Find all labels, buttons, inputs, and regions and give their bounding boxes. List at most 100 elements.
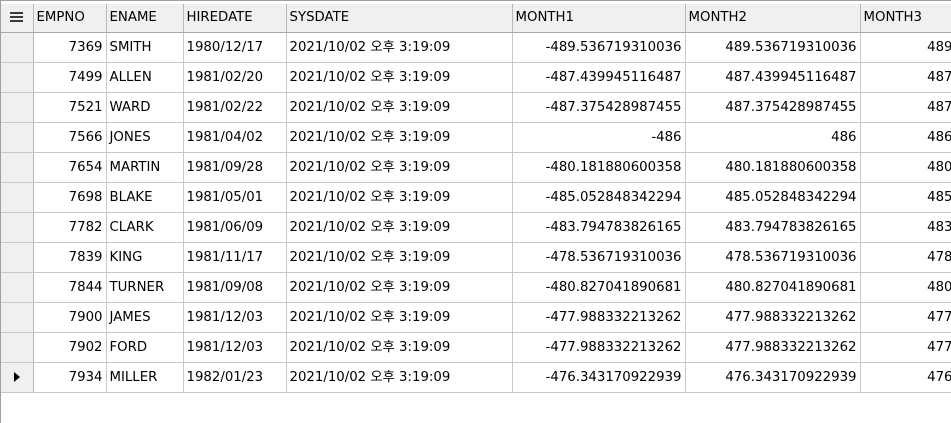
table-row[interactable]: 7499 ALLEN 1981/02/20 2021/10/02 오후 3:19:09… [1,62,951,93]
cell-month1[interactable]: -476.343170922939 [512,362,686,393]
row-indicator[interactable] [1,152,34,183]
cell-empno[interactable]: 7839 [33,242,107,273]
table-row[interactable]: 7844 TURNER 1981/09/08 2021/10/02 오후 3:19:0… [1,272,951,303]
cell-hiredate[interactable]: 1981/12/03 [183,302,287,333]
cell-month1[interactable]: -485.052848342294 [512,182,686,213]
cell-month3[interactable]: 476 [860,362,951,393]
column-header-ename[interactable]: ENAME [106,4,184,33]
cell-ename[interactable]: ALLEN [106,62,184,93]
row-indicator[interactable] [1,302,34,333]
cell-empno[interactable]: 7521 [33,92,107,123]
column-header-month2[interactable]: MONTH2 [685,4,861,33]
cell-month1[interactable]: -483.794783826165 [512,212,686,243]
column-header-month3[interactable]: MONTH3 [860,4,951,33]
column-header-hiredate[interactable]: HIREDATE [183,4,287,33]
cell-empno[interactable]: 7902 [33,332,107,363]
row-indicator[interactable] [1,122,34,153]
cell-month3[interactable]: 480 [860,152,951,183]
cell-empno[interactable]: 7844 [33,272,107,303]
cell-month2[interactable]: 480.827041890681 [685,272,861,303]
cell-month3[interactable]: 487 [860,62,951,93]
cell-month3[interactable]: 480 [860,272,951,303]
column-header-sysdate[interactable]: SYSDATE [286,4,513,33]
row-indicator[interactable] [1,92,34,123]
cell-ename[interactable]: WARD [106,92,184,123]
cell-ename[interactable]: SMITH [106,32,184,63]
cell-month1[interactable]: -486 [512,122,686,153]
cell-month3[interactable]: 489 [860,32,951,63]
cell-hiredate[interactable]: 1981/05/01 [183,182,287,213]
table-row[interactable]: 7900 JAMES 1981/12/03 2021/10/02 오후 3:19:09… [1,302,951,333]
cell-month2[interactable]: 486 [685,122,861,153]
cell-month2[interactable]: 485.052848342294 [685,182,861,213]
cell-month1[interactable]: -487.375428987455 [512,92,686,123]
cell-hiredate[interactable]: 1981/11/17 [183,242,287,273]
cell-sysdate[interactable]: 2021/10/02 오후 3:19:09 [286,32,513,63]
cell-sysdate[interactable]: 2021/10/02 오후 3:19:09 [286,122,513,153]
row-indicator[interactable] [1,212,34,243]
cell-sysdate[interactable]: 2021/10/02 오후 3:19:09 [286,362,513,393]
cell-month1[interactable]: -478.536719310036 [512,242,686,273]
cell-month3[interactable]: 477 [860,332,951,363]
cell-month2[interactable]: 483.794783826165 [685,212,861,243]
cell-hiredate[interactable]: 1981/12/03 [183,332,287,363]
cell-ename[interactable]: KING [106,242,184,273]
cell-hiredate[interactable]: 1980/12/17 [183,32,287,63]
cell-ename[interactable]: BLAKE [106,182,184,213]
cell-sysdate[interactable]: 2021/10/02 오후 3:19:09 [286,62,513,93]
cell-month2[interactable]: 487.375428987455 [685,92,861,123]
cell-month3[interactable]: 487 [860,92,951,123]
cell-month1[interactable]: -480.181880600358 [512,152,686,183]
table-row[interactable]: 7902 FORD 1981/12/03 2021/10/02 오후 3:19:09-… [1,332,951,363]
cell-ename[interactable]: MARTIN [106,152,184,183]
cell-hiredate[interactable]: 1981/04/02 [183,122,287,153]
cell-empno[interactable]: 7698 [33,182,107,213]
cell-month1[interactable]: -489.536719310036 [512,32,686,63]
cell-ename[interactable]: JONES [106,122,184,153]
column-header-month1[interactable]: MONTH1 [512,4,686,33]
table-row[interactable]: 7654 MARTIN 1981/09/28 2021/10/02 오후 3:19:0… [1,152,951,183]
table-row[interactable]: 7521 WARD 1981/02/22 2021/10/02 오후 3:19:09-… [1,92,951,123]
row-indicator[interactable] [1,32,34,63]
cell-hiredate[interactable]: 1981/09/28 [183,152,287,183]
cell-hiredate[interactable]: 1981/06/09 [183,212,287,243]
cell-month2[interactable]: 487.439945116487 [685,62,861,93]
cell-month1[interactable]: -477.988332213262 [512,332,686,363]
cell-sysdate[interactable]: 2021/10/02 오후 3:19:09 [286,152,513,183]
cell-empno[interactable]: 7782 [33,212,107,243]
cell-empno[interactable]: 7499 [33,62,107,93]
cell-sysdate[interactable]: 2021/10/02 오후 3:19:09 [286,92,513,123]
cell-month3[interactable]: 486 [860,122,951,153]
cell-month1[interactable]: -480.827041890681 [512,272,686,303]
column-header-empno[interactable]: EMPNO [33,4,107,33]
cell-month1[interactable]: -477.988332213262 [512,302,686,333]
cell-month3[interactable]: 477 [860,302,951,333]
cell-sysdate[interactable]: 2021/10/02 오후 3:19:09 [286,272,513,303]
cell-sysdate[interactable]: 2021/10/02 오후 3:19:09 [286,302,513,333]
cell-month3[interactable]: 485 [860,182,951,213]
cell-hiredate[interactable]: 1981/09/08 [183,272,287,303]
table-row[interactable]: 7934 MILLER 1982/01/23 2021/10/02 오후 3:19:0… [1,362,951,393]
row-indicator[interactable] [1,362,34,393]
cell-sysdate[interactable]: 2021/10/02 오후 3:19:09 [286,242,513,273]
row-indicator[interactable] [1,182,34,213]
row-indicator[interactable] [1,332,34,363]
cell-ename[interactable]: FORD [106,332,184,363]
cell-month2[interactable]: 489.536719310036 [685,32,861,63]
table-row[interactable]: 7782 CLARK 1981/06/09 2021/10/02 오후 3:19:09… [1,212,951,243]
row-indicator[interactable] [1,62,34,93]
cell-empno[interactable]: 7566 [33,122,107,153]
cell-month1[interactable]: -487.439945116487 [512,62,686,93]
cell-month3[interactable]: 478 [860,242,951,273]
table-row[interactable]: 7566 JONES 1981/04/02 2021/10/02 오후 3:19:09… [1,122,951,153]
cell-empno[interactable]: 7900 [33,302,107,333]
cell-hiredate[interactable]: 1981/02/20 [183,62,287,93]
cell-month2[interactable]: 477.988332213262 [685,332,861,363]
cell-month3[interactable]: 483 [860,212,951,243]
row-indicator[interactable] [1,272,34,303]
row-indicator[interactable] [1,242,34,273]
cell-ename[interactable]: TURNER [106,272,184,303]
cell-sysdate[interactable]: 2021/10/02 오후 3:19:09 [286,212,513,243]
cell-empno[interactable]: 7654 [33,152,107,183]
cell-month2[interactable]: 478.536719310036 [685,242,861,273]
